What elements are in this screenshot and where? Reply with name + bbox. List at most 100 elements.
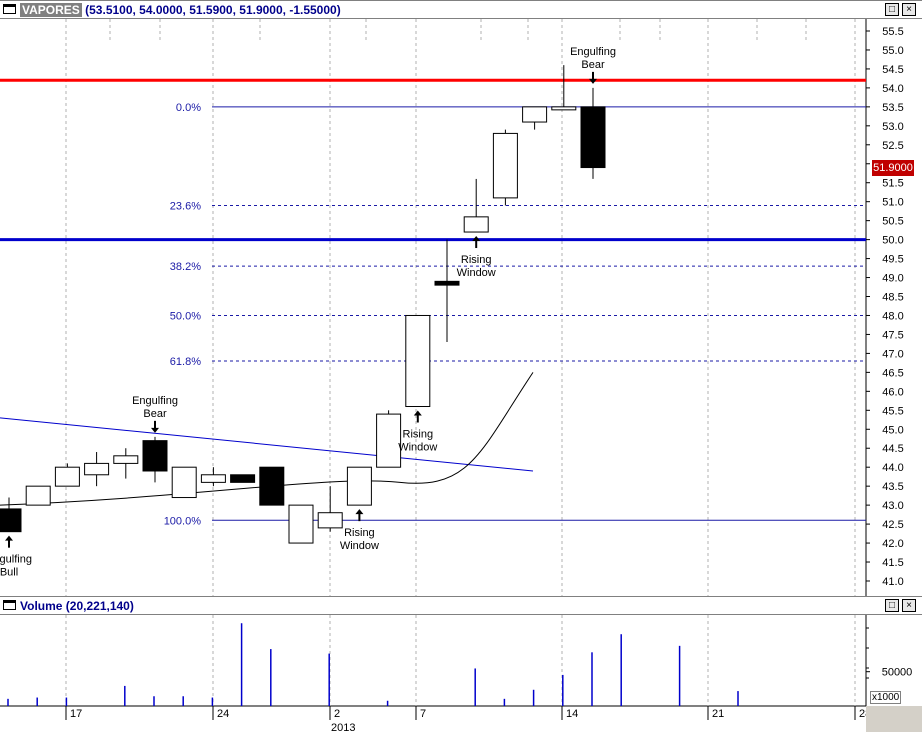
pattern-annotation: Rising [344, 527, 375, 539]
price-tick-label: 41.0 [882, 576, 903, 588]
price-tick-label: 55.5 [882, 26, 903, 38]
candle-body [376, 413, 402, 468]
close-button[interactable]: × [902, 599, 916, 612]
volume-label: Volume [20, 599, 63, 613]
panel-icon [3, 4, 16, 14]
time-tick-label: 24 [217, 708, 229, 720]
panel-icon [3, 600, 16, 610]
time-tick-label: 2 [334, 708, 340, 720]
candle-body [54, 466, 80, 487]
price-tick-label: 45.0 [882, 424, 903, 436]
maximize-button[interactable]: □ [885, 3, 899, 16]
candle-body [0, 508, 22, 533]
time-tick-label: 7 [420, 708, 426, 720]
moving-average-line [0, 372, 534, 506]
candle-body [142, 440, 168, 472]
price-tick-label: 44.0 [882, 462, 903, 474]
candle-body [346, 466, 372, 506]
candle-body [317, 512, 343, 529]
price-tick-label: 43.5 [882, 481, 903, 493]
volume-panel-title: Volume (20,221,140) [20, 599, 134, 613]
fib-level-label: 50.0% [170, 310, 201, 322]
candle-body [171, 466, 197, 499]
candle-body [463, 216, 489, 233]
fib-level-label: 100.0% [164, 515, 202, 527]
price-tick-label: 42.5 [882, 519, 903, 531]
arrow-down-icon [151, 427, 159, 433]
price-tick-label: 48.5 [882, 292, 903, 304]
time-tick-label: 21 [712, 708, 724, 720]
maximize-button[interactable]: □ [885, 599, 899, 612]
last-price-tag: 51.9000 [872, 159, 914, 176]
fib-level-label: 61.8% [170, 356, 201, 368]
price-tick-label: 55.0 [882, 45, 903, 57]
price-tick-label: 50.0 [882, 235, 903, 247]
volume-panel-header: Volume (20,221,140) □ × [0, 596, 922, 615]
candle-body [259, 466, 285, 506]
time-tick-label: 14 [566, 708, 578, 720]
volume-unit-label: x1000 [870, 691, 902, 704]
trend-line [0, 417, 534, 472]
price-tick-label: 41.5 [882, 557, 903, 569]
price-tick-label: 53.5 [882, 102, 903, 114]
arrow-up-icon [355, 509, 364, 515]
candle-body [84, 462, 110, 476]
symbol-label: VAPORES [20, 3, 82, 17]
price-tick-label: 52.5 [882, 140, 903, 152]
candle-body [230, 474, 256, 483]
price-panel-title: VAPORES (53.5100, 54.0000, 51.5900, 51.9… [20, 3, 341, 17]
price-tick-label: 43.0 [882, 500, 903, 512]
pattern-annotation: Engulfing [570, 46, 616, 58]
candle-body [288, 504, 314, 544]
arrow-up-icon [5, 535, 13, 541]
volume-readout: (20,221,140) [65, 599, 134, 613]
price-tick-label: 46.0 [882, 386, 903, 398]
pattern-annotation: Window [398, 442, 437, 454]
fib-level-label: 0.0% [176, 102, 201, 114]
price-tick-label: 45.5 [882, 405, 903, 417]
price-tick-label: 47.5 [882, 329, 903, 341]
arrow-up-icon [472, 236, 481, 242]
price-panel-header: VAPORES (53.5100, 54.0000, 51.5900, 51.9… [0, 0, 922, 19]
pattern-annotation: Engulfing [0, 554, 32, 566]
price-tick-label: 54.0 [882, 83, 903, 95]
price-tick-label: 47.0 [882, 348, 903, 360]
pattern-annotation: Bear [143, 408, 167, 420]
time-tick-label: 17 [70, 708, 82, 720]
pattern-annotation: Bull [0, 567, 18, 579]
candle-body [405, 314, 431, 408]
close-button[interactable]: × [902, 3, 916, 16]
price-tick-label: 49.0 [882, 273, 903, 285]
candle-body [522, 106, 548, 123]
candle-body [492, 132, 518, 199]
year-label: 2013 [331, 722, 355, 732]
arrow-up-icon [413, 410, 422, 416]
candle-body [580, 106, 606, 169]
price-tick-label: 42.0 [882, 538, 903, 550]
pattern-annotation: Engulfing [132, 395, 178, 407]
price-tick-label: 46.5 [882, 367, 903, 379]
pattern-annotation: Rising [461, 254, 492, 266]
price-tick-label: 50.5 [882, 216, 903, 228]
corner-box [866, 706, 922, 732]
arrow-down-icon [589, 78, 597, 84]
price-tick-label: 48.0 [882, 310, 903, 322]
pattern-annotation: Window [340, 540, 379, 552]
candle-body [551, 106, 577, 111]
candle-body [25, 485, 51, 506]
pattern-annotation: Window [457, 267, 496, 279]
price-tick-label: 51.5 [882, 178, 903, 190]
ohlc-readout: (53.5100, 54.0000, 51.5900, 51.9000, -1.… [85, 3, 341, 17]
fib-level-label: 38.2% [170, 261, 201, 273]
price-tick-label: 54.5 [882, 64, 903, 76]
candle-body [113, 455, 139, 464]
candle-body [200, 474, 226, 483]
candle-body [434, 280, 460, 286]
pattern-annotation: Bear [581, 59, 605, 71]
fib-level-label: 23.6% [170, 200, 201, 212]
pattern-annotation: Rising [403, 429, 434, 441]
price-tick-label: 44.5 [882, 443, 903, 455]
price-tick-label: 53.0 [882, 121, 903, 133]
volume-tick-label: 50000 [882, 667, 913, 679]
